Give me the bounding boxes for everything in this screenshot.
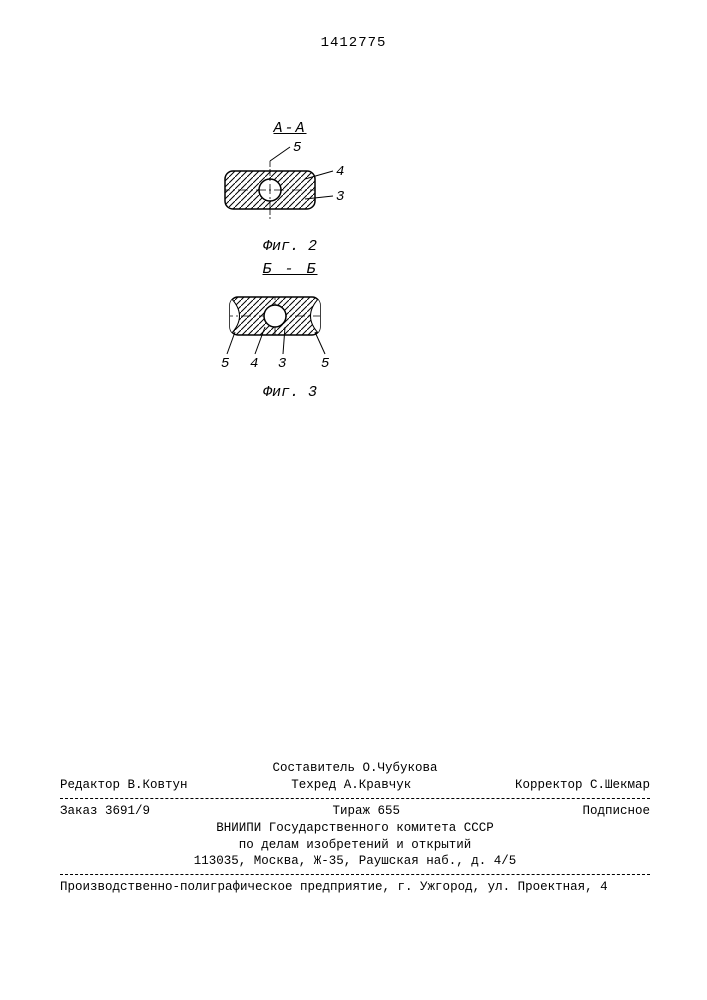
- editor: Редактор В.Ковтун: [60, 777, 188, 794]
- callout-5: 5: [293, 141, 302, 156]
- section-label-aa: А-А: [190, 120, 390, 137]
- divider-1: [60, 798, 650, 799]
- order: Заказ 3691/9: [60, 803, 150, 820]
- page: 1412775 А-А 5: [0, 0, 707, 1000]
- printer-line: Производственно-полиграфическое предприя…: [60, 879, 650, 896]
- podpis: Подписное: [582, 803, 650, 820]
- figures-area: А-А 5 4: [190, 120, 390, 401]
- org-line-2: по делам изобретений и открытий: [60, 837, 650, 854]
- section-label-bb: Б - Б: [190, 261, 390, 278]
- org-line-1: ВНИИПИ Государственного комитета СССР: [60, 820, 650, 837]
- callout-4: 4: [250, 356, 258, 372]
- callout-5-right: 5: [321, 356, 330, 372]
- figure-3-svg: 5 4 3 5: [205, 282, 375, 382]
- corrector: Корректор С.Шекмар: [515, 777, 650, 794]
- figure-2-svg: 5 4 3: [205, 141, 375, 236]
- callout-5-left: 5: [221, 356, 230, 372]
- document-number: 1412775: [0, 35, 707, 51]
- divider-2: [60, 874, 650, 875]
- callout-3: 3: [278, 356, 286, 372]
- techred: Техред А.Кравчук: [291, 777, 411, 794]
- footer: Составитель О.Чубукова Редактор В.Ковтун…: [60, 760, 650, 896]
- figure-3-caption: Фиг. 3: [190, 384, 390, 401]
- staff-line: Редактор В.Ковтун Техред А.Кравчук Корре…: [60, 777, 650, 794]
- tirazh: Тираж 655: [332, 803, 400, 820]
- callout-4: 4: [336, 164, 344, 180]
- compiler-line: Составитель О.Чубукова: [60, 760, 650, 777]
- address-line: 113035, Москва, Ж-35, Раушская наб., д. …: [60, 853, 650, 870]
- callout-3: 3: [336, 189, 344, 205]
- order-line: Заказ 3691/9 Тираж 655 Подписное: [60, 803, 650, 820]
- figure-2-caption: Фиг. 2: [190, 238, 390, 255]
